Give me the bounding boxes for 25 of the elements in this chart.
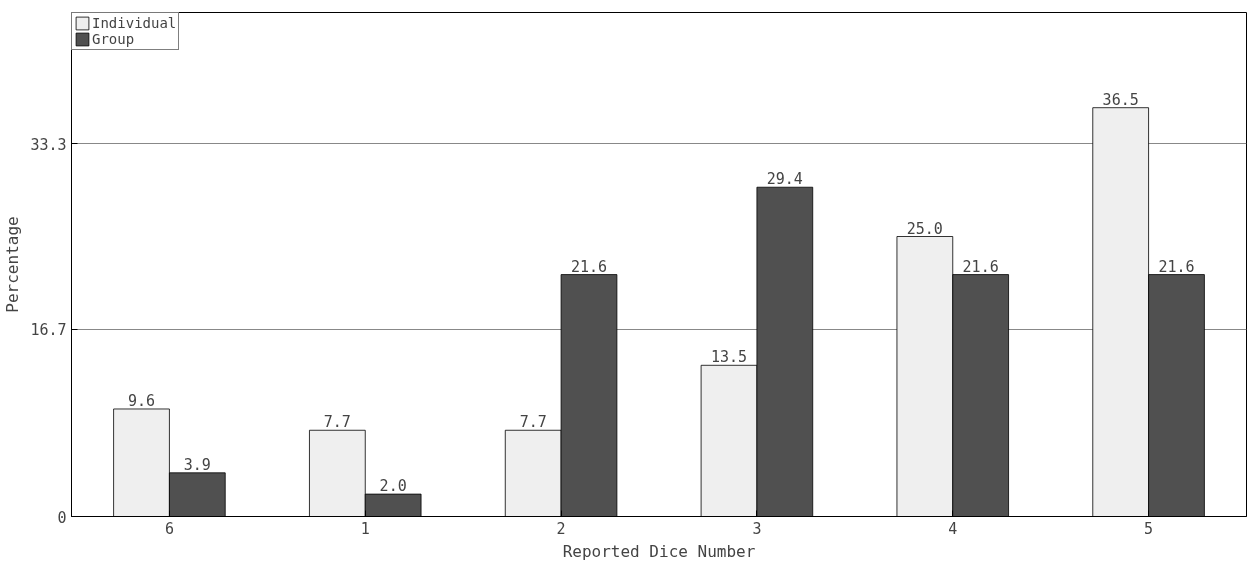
data-label: 9.6 [127,391,156,410]
data-label: 2.0 [379,477,407,496]
x-tick-label: 2 [556,519,566,538]
data-label: 7.7 [323,413,351,432]
data-label: 29.4 [766,170,803,189]
data-label: 7.7 [519,413,547,432]
y-axis-title: Percentage [3,216,23,313]
data-label: 3.9 [183,455,211,474]
x-tick-label: 6 [164,519,174,538]
x-axis-title: Reported Dice Number [562,541,756,561]
y-tick-label: 0 [57,508,67,527]
legend-label: Group [92,31,135,47]
x-tick-label: 4 [948,519,958,538]
data-label: 21.6 [962,257,999,276]
x-tick-label: 5 [1144,519,1154,538]
y-tick-label: 33.3 [30,135,67,154]
data-label: 25.0 [906,219,943,238]
data-label: 13.5 [710,348,748,367]
data-label: 21.6 [570,257,608,276]
y-tick-label: 16.7 [30,321,67,340]
data-label: 21.6 [1158,257,1195,276]
legend-label: Individual [92,15,177,31]
x-tick-label: 3 [752,519,762,538]
x-tick-label: 1 [360,519,370,538]
data-label: 36.5 [1102,90,1139,109]
